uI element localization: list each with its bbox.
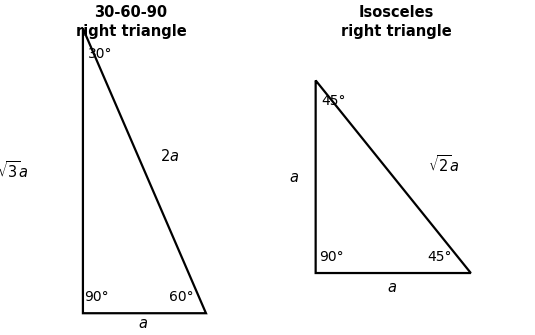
Text: $\sqrt{2}a$: $\sqrt{2}a$	[428, 154, 460, 175]
Text: 60°: 60°	[169, 290, 194, 304]
Text: Isosceles
right triangle: Isosceles right triangle	[340, 5, 452, 39]
Text: $\sqrt{3}a$: $\sqrt{3}a$	[0, 160, 29, 181]
Text: 45°: 45°	[427, 250, 452, 264]
Text: $a$: $a$	[289, 170, 299, 185]
Text: 90°: 90°	[319, 250, 343, 264]
Text: 30-60-90
right triangle: 30-60-90 right triangle	[75, 5, 187, 39]
Text: 90°: 90°	[85, 290, 109, 304]
Text: $2a$: $2a$	[160, 148, 180, 164]
Text: 30°: 30°	[88, 47, 113, 61]
Text: $a$: $a$	[387, 280, 397, 295]
Text: $a$: $a$	[139, 316, 148, 331]
Text: 45°: 45°	[322, 94, 346, 108]
